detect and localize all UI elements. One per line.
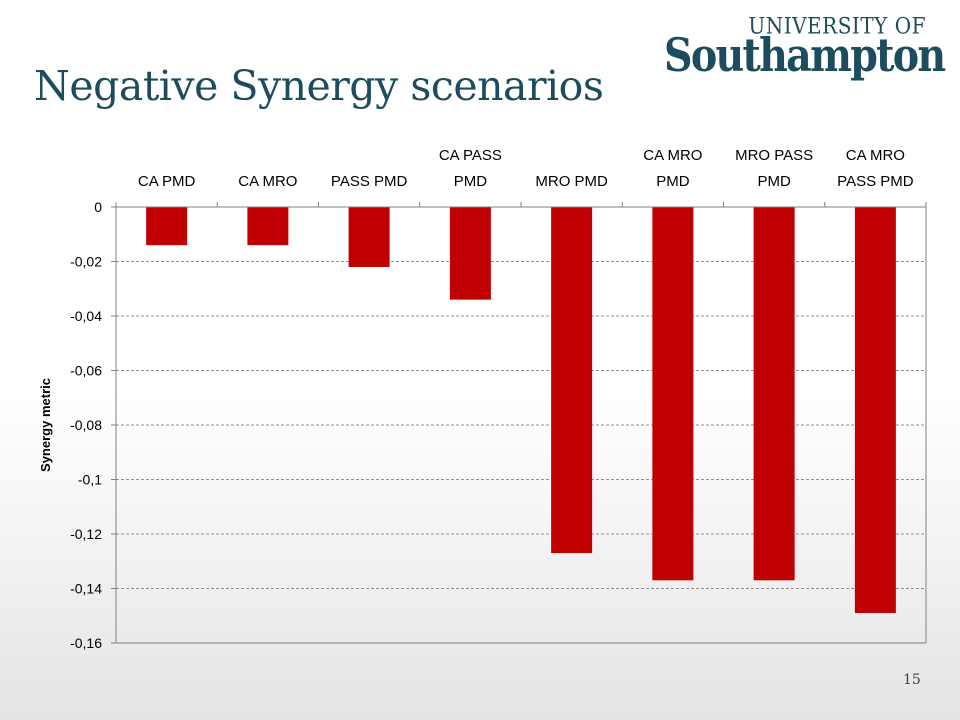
category-label-line: PASS PMD [331, 173, 408, 190]
category-label-line: PMD [454, 173, 488, 190]
y-tick-label: -0,04 [70, 308, 102, 324]
bar [146, 207, 188, 246]
category-label-line: PASS PMD [837, 173, 914, 190]
category-label-line: CA MRO [846, 147, 905, 164]
category-label: CA MRO PASS PMD [837, 147, 914, 190]
axes [111, 202, 927, 644]
logo-main-line: Southampton [664, 28, 946, 82]
y-tick-label: -0,06 [70, 363, 102, 379]
bar [247, 207, 289, 246]
category-label-line: CA PASS [439, 147, 502, 164]
slide-title: Negative Synergy scenarios [34, 62, 604, 110]
bar [652, 207, 694, 581]
y-tick-label: 0 [94, 199, 102, 215]
y-tick-label: -0,12 [70, 526, 102, 542]
y-tick-labels: 0 -0,02 -0,04 -0,06 -0,08 -0,1 -0,12 -0,14 -0,16 [70, 199, 102, 651]
category-label-line: MRO PASS [735, 147, 813, 164]
category-label-line: CA MRO [238, 173, 297, 190]
category-label: MRO PASS PMD [735, 147, 813, 190]
bar [854, 207, 896, 614]
y-tick-label: -0,16 [70, 635, 102, 651]
grid-lines [116, 261, 926, 644]
y-tick-label: -0,14 [70, 581, 102, 597]
category-label: CA PMD [138, 173, 196, 190]
category-label-line: CA PMD [138, 173, 196, 190]
y-tick-label: -0,02 [70, 254, 102, 270]
bar [449, 207, 491, 300]
category-label: PASS PMD [331, 173, 408, 190]
y-tick-label: -0,08 [70, 417, 102, 433]
bar [753, 207, 795, 581]
category-label: CA MRO PMD [643, 147, 702, 190]
category-label-line: CA MRO [643, 147, 702, 164]
bar [348, 207, 390, 267]
y-axis-title: Synergy metric [38, 378, 53, 472]
logo-top-line: UNIVERSITY OF [748, 12, 926, 40]
category-label: CA PASS PMD [439, 147, 502, 190]
bar [551, 207, 593, 554]
y-tick-label: -0,1 [78, 472, 102, 488]
category-label-line: PMD [656, 173, 690, 190]
category-labels: CA PMD CA MRO PASS PMD CA PASS PMD MRO PMD CA … [138, 147, 914, 190]
page-number: 15 [903, 672, 921, 688]
category-label-line: MRO PMD [535, 173, 608, 190]
category-label-line: PMD [757, 173, 791, 190]
category-label: CA MRO [238, 173, 297, 190]
category-label: MRO PMD [535, 173, 608, 190]
university-logo: UNIVERSITY OF Southampton [664, 12, 946, 82]
bars [146, 207, 896, 614]
